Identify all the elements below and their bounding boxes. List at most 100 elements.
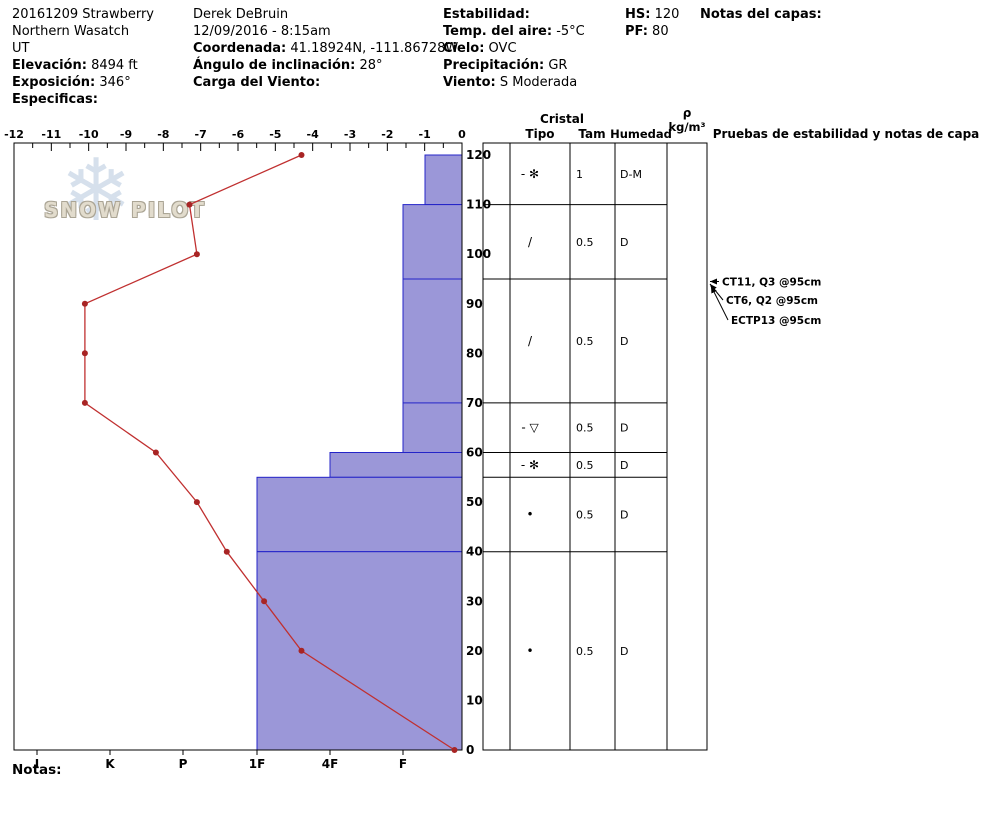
- crystal-header: Cristal: [540, 112, 584, 126]
- temp-axis-label: -8: [157, 128, 169, 141]
- temperature-point: [451, 747, 458, 753]
- grain-size-value: 0.5: [576, 422, 594, 435]
- temperature-point: [81, 399, 88, 406]
- grain-size-value: 0.5: [576, 236, 594, 249]
- temp-axis-label: -11: [41, 128, 61, 141]
- temp-axis-label: -7: [195, 128, 207, 141]
- stability-test-label: CT11, Q3 @95cm: [722, 277, 821, 289]
- stability-field: Estabilidad:: [443, 6, 585, 23]
- wind-loading-label: Carga del Viento:: [193, 75, 321, 90]
- moisture-value: D: [620, 335, 628, 348]
- stability-test-label: CT6, Q2 @95cm: [726, 295, 818, 307]
- temp-axis-label: -6: [232, 128, 245, 141]
- coordinates-label: Coordenada:: [193, 41, 287, 56]
- depth-axis-label: 70: [466, 396, 483, 410]
- stability-label: Estabilidad:: [443, 7, 530, 22]
- grain-size-value: 1: [576, 168, 583, 181]
- density-units-header: kg/m³: [668, 120, 705, 134]
- slope-angle-field: Ángulo de inclinación: 28°: [193, 57, 458, 74]
- stability-tests-header: Pruebas de estabilidad y notas de capa: [713, 127, 980, 141]
- sky-value: OVC: [488, 41, 517, 56]
- depth-axis-label: 30: [466, 594, 483, 608]
- sky-field: Cielo: OVC: [443, 40, 585, 57]
- header-observer-block: Derek DeBruin 12/09/2016 - 8:15am Coorde…: [193, 6, 458, 91]
- grain-size-value: 0.5: [576, 459, 594, 472]
- aspect-label: Exposición:: [12, 75, 96, 90]
- grain-type-symbol: - ▽: [521, 421, 539, 435]
- depth-axis-label: 90: [466, 297, 483, 311]
- precipitation-field: Precipitación: GR: [443, 57, 585, 74]
- temperature-point: [261, 598, 268, 605]
- header-location-block: 20161209 Strawberry Northern Wasatch UT …: [12, 6, 154, 108]
- stability-test-label: ECTP13 @95cm: [731, 315, 821, 327]
- sky-label: Cielo:: [443, 41, 485, 56]
- temperature-point: [193, 499, 200, 506]
- moisture-value: D: [620, 508, 628, 521]
- density-header: ρ: [683, 106, 692, 120]
- temp-axis-label: -10: [79, 128, 99, 141]
- precipitation-label: Precipitación:: [443, 58, 545, 73]
- moisture-value: D: [620, 645, 628, 658]
- coordinates-value: 41.18924N, -111.86728W: [290, 41, 459, 56]
- temp-axis-label: -4: [307, 128, 320, 141]
- air-temp-value: -5°C: [556, 24, 585, 39]
- temperature-point: [193, 251, 200, 258]
- elevation-label: Elevación:: [12, 58, 87, 73]
- wind-value: S Moderada: [499, 75, 578, 90]
- stability-test-arrow: [710, 285, 729, 321]
- layer-hardness-bar: [402, 204, 463, 280]
- grain-size-value: 0.5: [576, 645, 594, 658]
- slope-angle-label: Ángulo de inclinación:: [193, 58, 356, 73]
- wind-loading-field: Carga del Viento:: [193, 74, 458, 91]
- layer-hardness-bar: [329, 452, 463, 478]
- watermark-text: SNOW PILOT: [44, 198, 206, 222]
- hs-field: HS: 120: [625, 6, 679, 23]
- moisture-value: D: [620, 236, 628, 249]
- grain-type-symbol: /: [528, 334, 533, 348]
- grain-size-value: 0.5: [576, 508, 594, 521]
- elevation-value: 8494 ft: [91, 58, 138, 73]
- temp-axis-label: -2: [381, 128, 393, 141]
- moisture-header: Humedad: [610, 127, 672, 141]
- hs-label: HS:: [625, 7, 651, 22]
- layer-notes-field: Notas del capas:: [700, 6, 822, 23]
- depth-axis-label: 50: [466, 495, 483, 509]
- depth-axis-label: 10: [466, 693, 483, 707]
- layer-notes-label: Notas del capas:: [700, 7, 822, 22]
- depth-axis-label: 80: [466, 346, 483, 360]
- depth-axis-label: 40: [466, 545, 483, 559]
- hardness-axis-label: K: [105, 757, 115, 771]
- grain-size-value: 0.5: [576, 335, 594, 348]
- grain-type-symbol: •: [526, 644, 533, 658]
- grain-type-symbol: - ✻: [521, 458, 539, 472]
- depth-axis-label: 100: [466, 247, 491, 261]
- aspect-field: Exposición: 346°: [12, 74, 154, 91]
- depth-axis-label: 120: [466, 148, 491, 162]
- coordinates-field: Coordenada: 41.18924N, -111.86728W: [193, 40, 458, 57]
- observer-name: Derek DeBruin: [193, 7, 289, 22]
- crystal-table-border: [482, 142, 668, 751]
- moisture-value: D: [620, 459, 628, 472]
- temp-axis-label: -9: [120, 128, 132, 141]
- pit-name: 20161209 Strawberry: [12, 7, 154, 22]
- hardness-axis-label: F: [399, 757, 407, 771]
- pf-value: 80: [652, 24, 669, 39]
- moisture-value: D-M: [620, 168, 642, 181]
- header-snow-depth-block: HS: 120 PF: 80: [625, 6, 679, 40]
- layer-hardness-bar: [402, 278, 463, 404]
- temperature-point: [81, 300, 88, 307]
- temperature-point: [223, 548, 230, 555]
- temperature-point: [298, 152, 305, 158]
- hardness-axis-label: P: [179, 757, 188, 771]
- depth-axis-label: 20: [466, 644, 483, 658]
- temp-axis-label: -3: [344, 128, 356, 141]
- specifics-label: Especificas:: [12, 92, 98, 107]
- depth-axis-label: 110: [466, 198, 491, 212]
- layer-hardness-bar: [402, 402, 463, 453]
- size-header: Tam: [578, 127, 605, 141]
- temp-axis-label: -5: [269, 128, 281, 141]
- notes-label: Notas:: [12, 762, 62, 778]
- slope-angle-value: 28°: [359, 58, 383, 73]
- pf-field: PF: 80: [625, 23, 679, 40]
